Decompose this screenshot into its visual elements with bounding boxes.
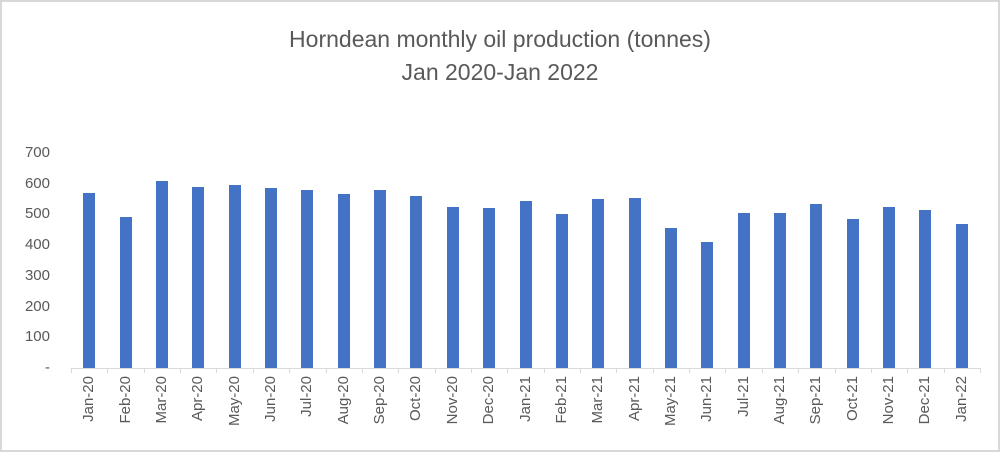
bar-jan-21 — [520, 201, 532, 368]
x-axis-label: Jan-20 — [80, 376, 97, 422]
bar-jun-20 — [265, 188, 277, 368]
x-axis-label: Jan-22 — [953, 376, 970, 422]
x-axis-tick — [435, 368, 436, 373]
x-axis-label: Oct-20 — [407, 376, 424, 422]
x-axis-label: Apr-20 — [189, 376, 206, 422]
x-axis-tick — [362, 368, 363, 373]
x-axis-label: Feb-21 — [553, 376, 570, 424]
bar-mar-21 — [592, 199, 604, 368]
bar-jan-22 — [956, 224, 968, 368]
x-axis-tick — [289, 368, 290, 373]
chart-title-line2: Jan 2020-Jan 2022 — [401, 59, 599, 85]
bar-dec-20 — [483, 208, 495, 368]
x-axis-label: Dec-21 — [916, 376, 933, 425]
x-axis-label: Nov-20 — [444, 376, 461, 425]
y-axis-label: - — [45, 359, 50, 376]
x-axis-tick — [835, 368, 836, 373]
bar-nov-20 — [447, 207, 459, 368]
x-axis-tick — [616, 368, 617, 373]
y-axis-label: 200 — [24, 298, 50, 315]
x-axis-label: Jun-21 — [698, 376, 715, 422]
x-axis-label: Jul-20 — [298, 376, 315, 417]
x-axis-label: May-20 — [226, 376, 243, 427]
x-axis-label: Feb-20 — [117, 376, 134, 424]
x-axis-tick — [944, 368, 945, 373]
bar-may-21 — [665, 228, 677, 368]
x-axis-tick — [144, 368, 145, 373]
bar-oct-21 — [847, 219, 859, 368]
x-axis-tick — [689, 368, 690, 373]
bar-apr-21 — [629, 198, 641, 368]
x-axis-label: Apr-21 — [626, 376, 643, 422]
x-axis-tick — [762, 368, 763, 373]
x-axis-tick — [544, 368, 545, 373]
bar-jul-21 — [738, 213, 750, 368]
bar-feb-20 — [120, 217, 132, 368]
bar-jun-21 — [701, 242, 713, 368]
y-axis-label: 500 — [24, 205, 50, 222]
bar-dec-21 — [919, 210, 931, 368]
x-axis-tick — [725, 368, 726, 373]
x-axis-line — [71, 368, 980, 369]
bar-jan-20 — [83, 193, 95, 368]
x-axis-label: Oct-21 — [844, 376, 861, 422]
x-axis-label: Aug-21 — [771, 376, 788, 425]
y-axis-label: 700 — [24, 144, 50, 161]
bar-aug-21 — [774, 213, 786, 368]
x-axis-tick — [471, 368, 472, 373]
y-axis-label: 100 — [24, 328, 50, 345]
x-axis-label: Sep-21 — [807, 376, 824, 425]
bar-may-20 — [229, 185, 241, 368]
x-axis-tick — [216, 368, 217, 373]
x-axis-tick — [107, 368, 108, 373]
bar-sep-20 — [374, 190, 386, 368]
x-axis-tick — [253, 368, 254, 373]
bar-feb-21 — [556, 214, 568, 368]
x-axis-label: Jul-21 — [735, 376, 752, 417]
x-axis-tick — [71, 368, 72, 373]
bar-nov-21 — [883, 207, 895, 368]
chart-title: Horndean monthly oil production (tonnes)… — [2, 23, 998, 89]
bar-apr-20 — [192, 187, 204, 368]
x-axis-label: Jun-20 — [262, 376, 279, 422]
bar-oct-20 — [410, 196, 422, 368]
x-axis-label: Nov-21 — [880, 376, 897, 425]
x-axis-label: Dec-20 — [480, 376, 497, 425]
x-axis-tick — [798, 368, 799, 373]
x-axis-tick — [580, 368, 581, 373]
x-axis-label: Mar-21 — [589, 376, 606, 424]
bar-sep-21 — [810, 204, 822, 368]
x-axis-tick — [398, 368, 399, 373]
x-axis-label: Mar-20 — [153, 376, 170, 424]
x-axis-tick — [980, 368, 981, 373]
x-axis-tick — [507, 368, 508, 373]
x-axis-label: Sep-20 — [371, 376, 388, 425]
bar-jul-20 — [301, 190, 313, 368]
chart-title-line1: Horndean monthly oil production (tonnes) — [289, 26, 711, 52]
x-axis-label: May-21 — [662, 376, 679, 427]
y-axis-label: 600 — [24, 175, 50, 192]
bar-aug-20 — [338, 194, 350, 368]
x-axis-tick — [326, 368, 327, 373]
x-axis-label: Aug-20 — [335, 376, 352, 425]
x-axis-tick — [180, 368, 181, 373]
x-axis-tick — [653, 368, 654, 373]
y-axis-label: 400 — [24, 236, 50, 253]
bar-mar-20 — [156, 181, 168, 368]
x-axis-tick — [907, 368, 908, 373]
x-axis-tick — [871, 368, 872, 373]
x-axis-label: Jan-21 — [517, 376, 534, 422]
y-axis-label: 300 — [24, 267, 50, 284]
